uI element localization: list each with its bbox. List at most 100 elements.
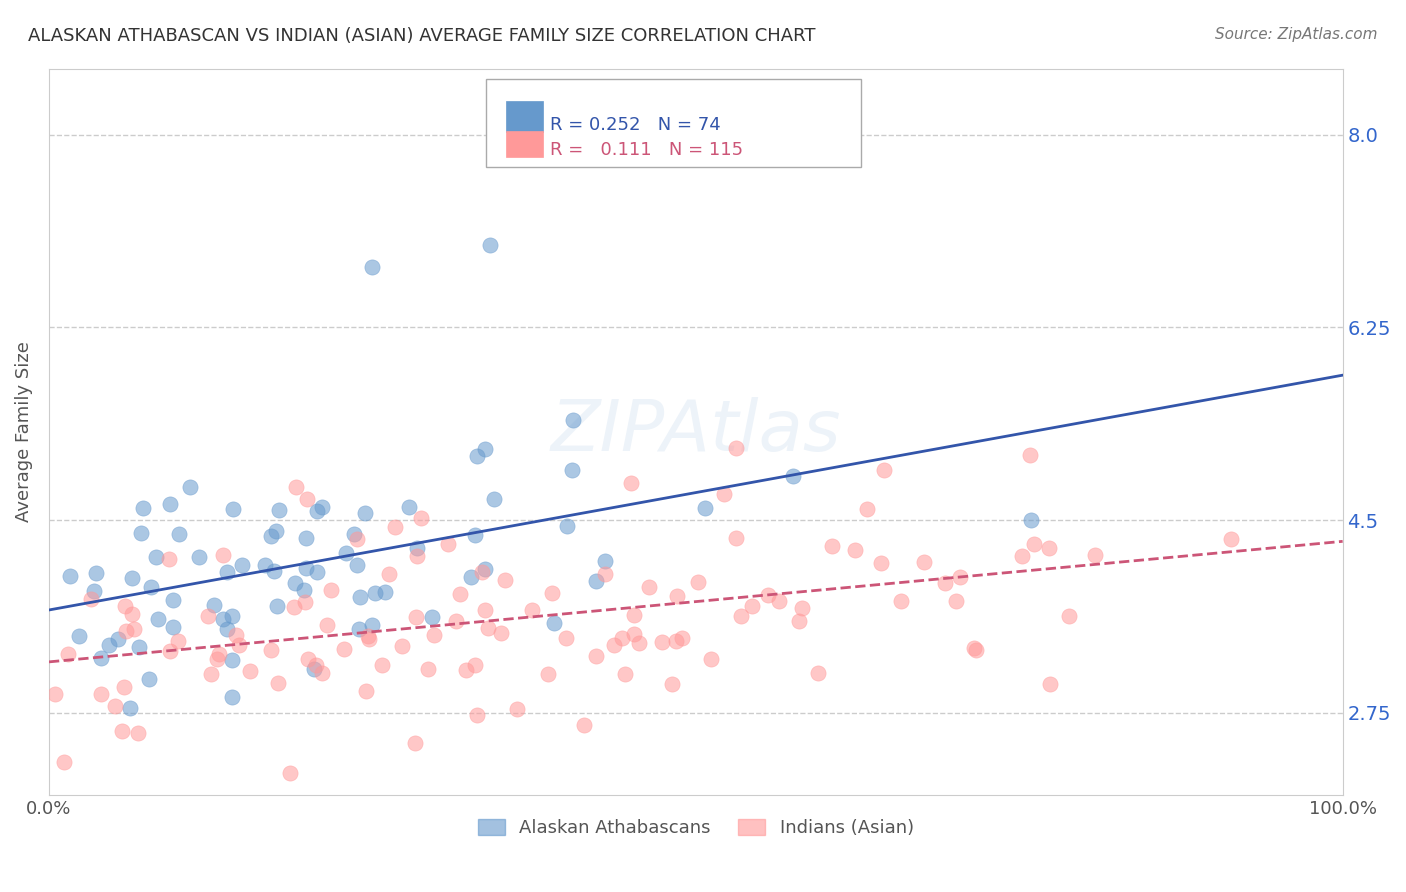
Point bbox=[357, 629, 380, 643]
Point bbox=[1084, 548, 1107, 562]
Point bbox=[479, 237, 502, 252]
Point bbox=[474, 442, 496, 456]
Point bbox=[623, 627, 645, 641]
Point bbox=[44, 687, 66, 701]
Point bbox=[162, 620, 184, 634]
Point bbox=[1039, 676, 1062, 690]
Point bbox=[120, 701, 142, 715]
Point bbox=[768, 594, 790, 608]
Point bbox=[423, 627, 446, 641]
Y-axis label: Average Family Size: Average Family Size bbox=[15, 342, 32, 523]
Point bbox=[444, 614, 467, 628]
Point bbox=[506, 702, 529, 716]
Point bbox=[844, 543, 866, 558]
Point bbox=[725, 531, 748, 545]
Point bbox=[112, 681, 135, 695]
Point bbox=[53, 756, 76, 770]
Point bbox=[807, 665, 830, 680]
Point bbox=[540, 586, 562, 600]
Point bbox=[67, 629, 90, 643]
Point bbox=[437, 537, 460, 551]
Point bbox=[225, 628, 247, 642]
Point bbox=[146, 612, 169, 626]
Point bbox=[292, 582, 315, 597]
Point bbox=[159, 644, 181, 658]
Point bbox=[212, 548, 235, 562]
Point bbox=[343, 526, 366, 541]
Point bbox=[595, 566, 617, 581]
Point bbox=[202, 599, 225, 613]
Point bbox=[253, 558, 276, 572]
Point bbox=[319, 582, 342, 597]
Point bbox=[411, 511, 433, 525]
Point bbox=[107, 632, 129, 647]
Point bbox=[384, 520, 406, 534]
Text: R =   0.111   N = 115: R = 0.111 N = 115 bbox=[550, 141, 742, 159]
Point bbox=[222, 501, 245, 516]
Point bbox=[221, 653, 243, 667]
Point bbox=[1011, 549, 1033, 564]
Point bbox=[231, 558, 253, 573]
Point bbox=[114, 599, 136, 613]
Point bbox=[294, 595, 316, 609]
Point bbox=[612, 631, 634, 645]
Point bbox=[420, 610, 443, 624]
Point bbox=[613, 667, 636, 681]
Point bbox=[700, 652, 723, 666]
Point bbox=[346, 532, 368, 546]
Point bbox=[297, 651, 319, 665]
Point bbox=[260, 642, 283, 657]
Point bbox=[872, 463, 894, 477]
Point bbox=[80, 592, 103, 607]
Point bbox=[870, 556, 893, 570]
Point bbox=[127, 725, 149, 739]
Point bbox=[187, 549, 209, 564]
Point bbox=[543, 615, 565, 630]
Point bbox=[1022, 537, 1045, 551]
Point bbox=[267, 503, 290, 517]
Point bbox=[138, 673, 160, 687]
Point bbox=[555, 631, 578, 645]
Point bbox=[378, 566, 401, 581]
Point bbox=[145, 549, 167, 564]
Point bbox=[1019, 448, 1042, 462]
Point bbox=[520, 603, 543, 617]
Point bbox=[335, 546, 357, 560]
Point bbox=[666, 590, 689, 604]
Point bbox=[104, 698, 127, 713]
Point bbox=[651, 634, 673, 648]
Point bbox=[406, 549, 429, 564]
Point bbox=[305, 565, 328, 579]
Point bbox=[129, 526, 152, 541]
Point bbox=[267, 676, 290, 690]
Point bbox=[121, 607, 143, 622]
Point bbox=[84, 566, 107, 580]
Point bbox=[221, 690, 243, 705]
Point bbox=[205, 652, 228, 666]
Point bbox=[215, 565, 238, 579]
Point bbox=[285, 480, 308, 494]
Point bbox=[725, 441, 748, 455]
Point bbox=[756, 588, 779, 602]
Point bbox=[620, 475, 643, 490]
Point bbox=[295, 491, 318, 506]
Point bbox=[934, 575, 956, 590]
Point bbox=[264, 524, 287, 538]
Point bbox=[162, 593, 184, 607]
Point bbox=[295, 561, 318, 575]
Point bbox=[217, 622, 239, 636]
Point bbox=[603, 638, 626, 652]
Point bbox=[741, 599, 763, 613]
Point bbox=[404, 736, 426, 750]
Point bbox=[787, 614, 810, 628]
Point bbox=[283, 599, 305, 614]
Point bbox=[792, 601, 814, 615]
Point bbox=[628, 636, 651, 650]
Point bbox=[460, 570, 482, 584]
Point bbox=[693, 501, 716, 516]
Point bbox=[114, 624, 136, 639]
Point bbox=[361, 260, 384, 274]
Point bbox=[665, 633, 688, 648]
Point bbox=[228, 638, 250, 652]
Point bbox=[912, 556, 935, 570]
